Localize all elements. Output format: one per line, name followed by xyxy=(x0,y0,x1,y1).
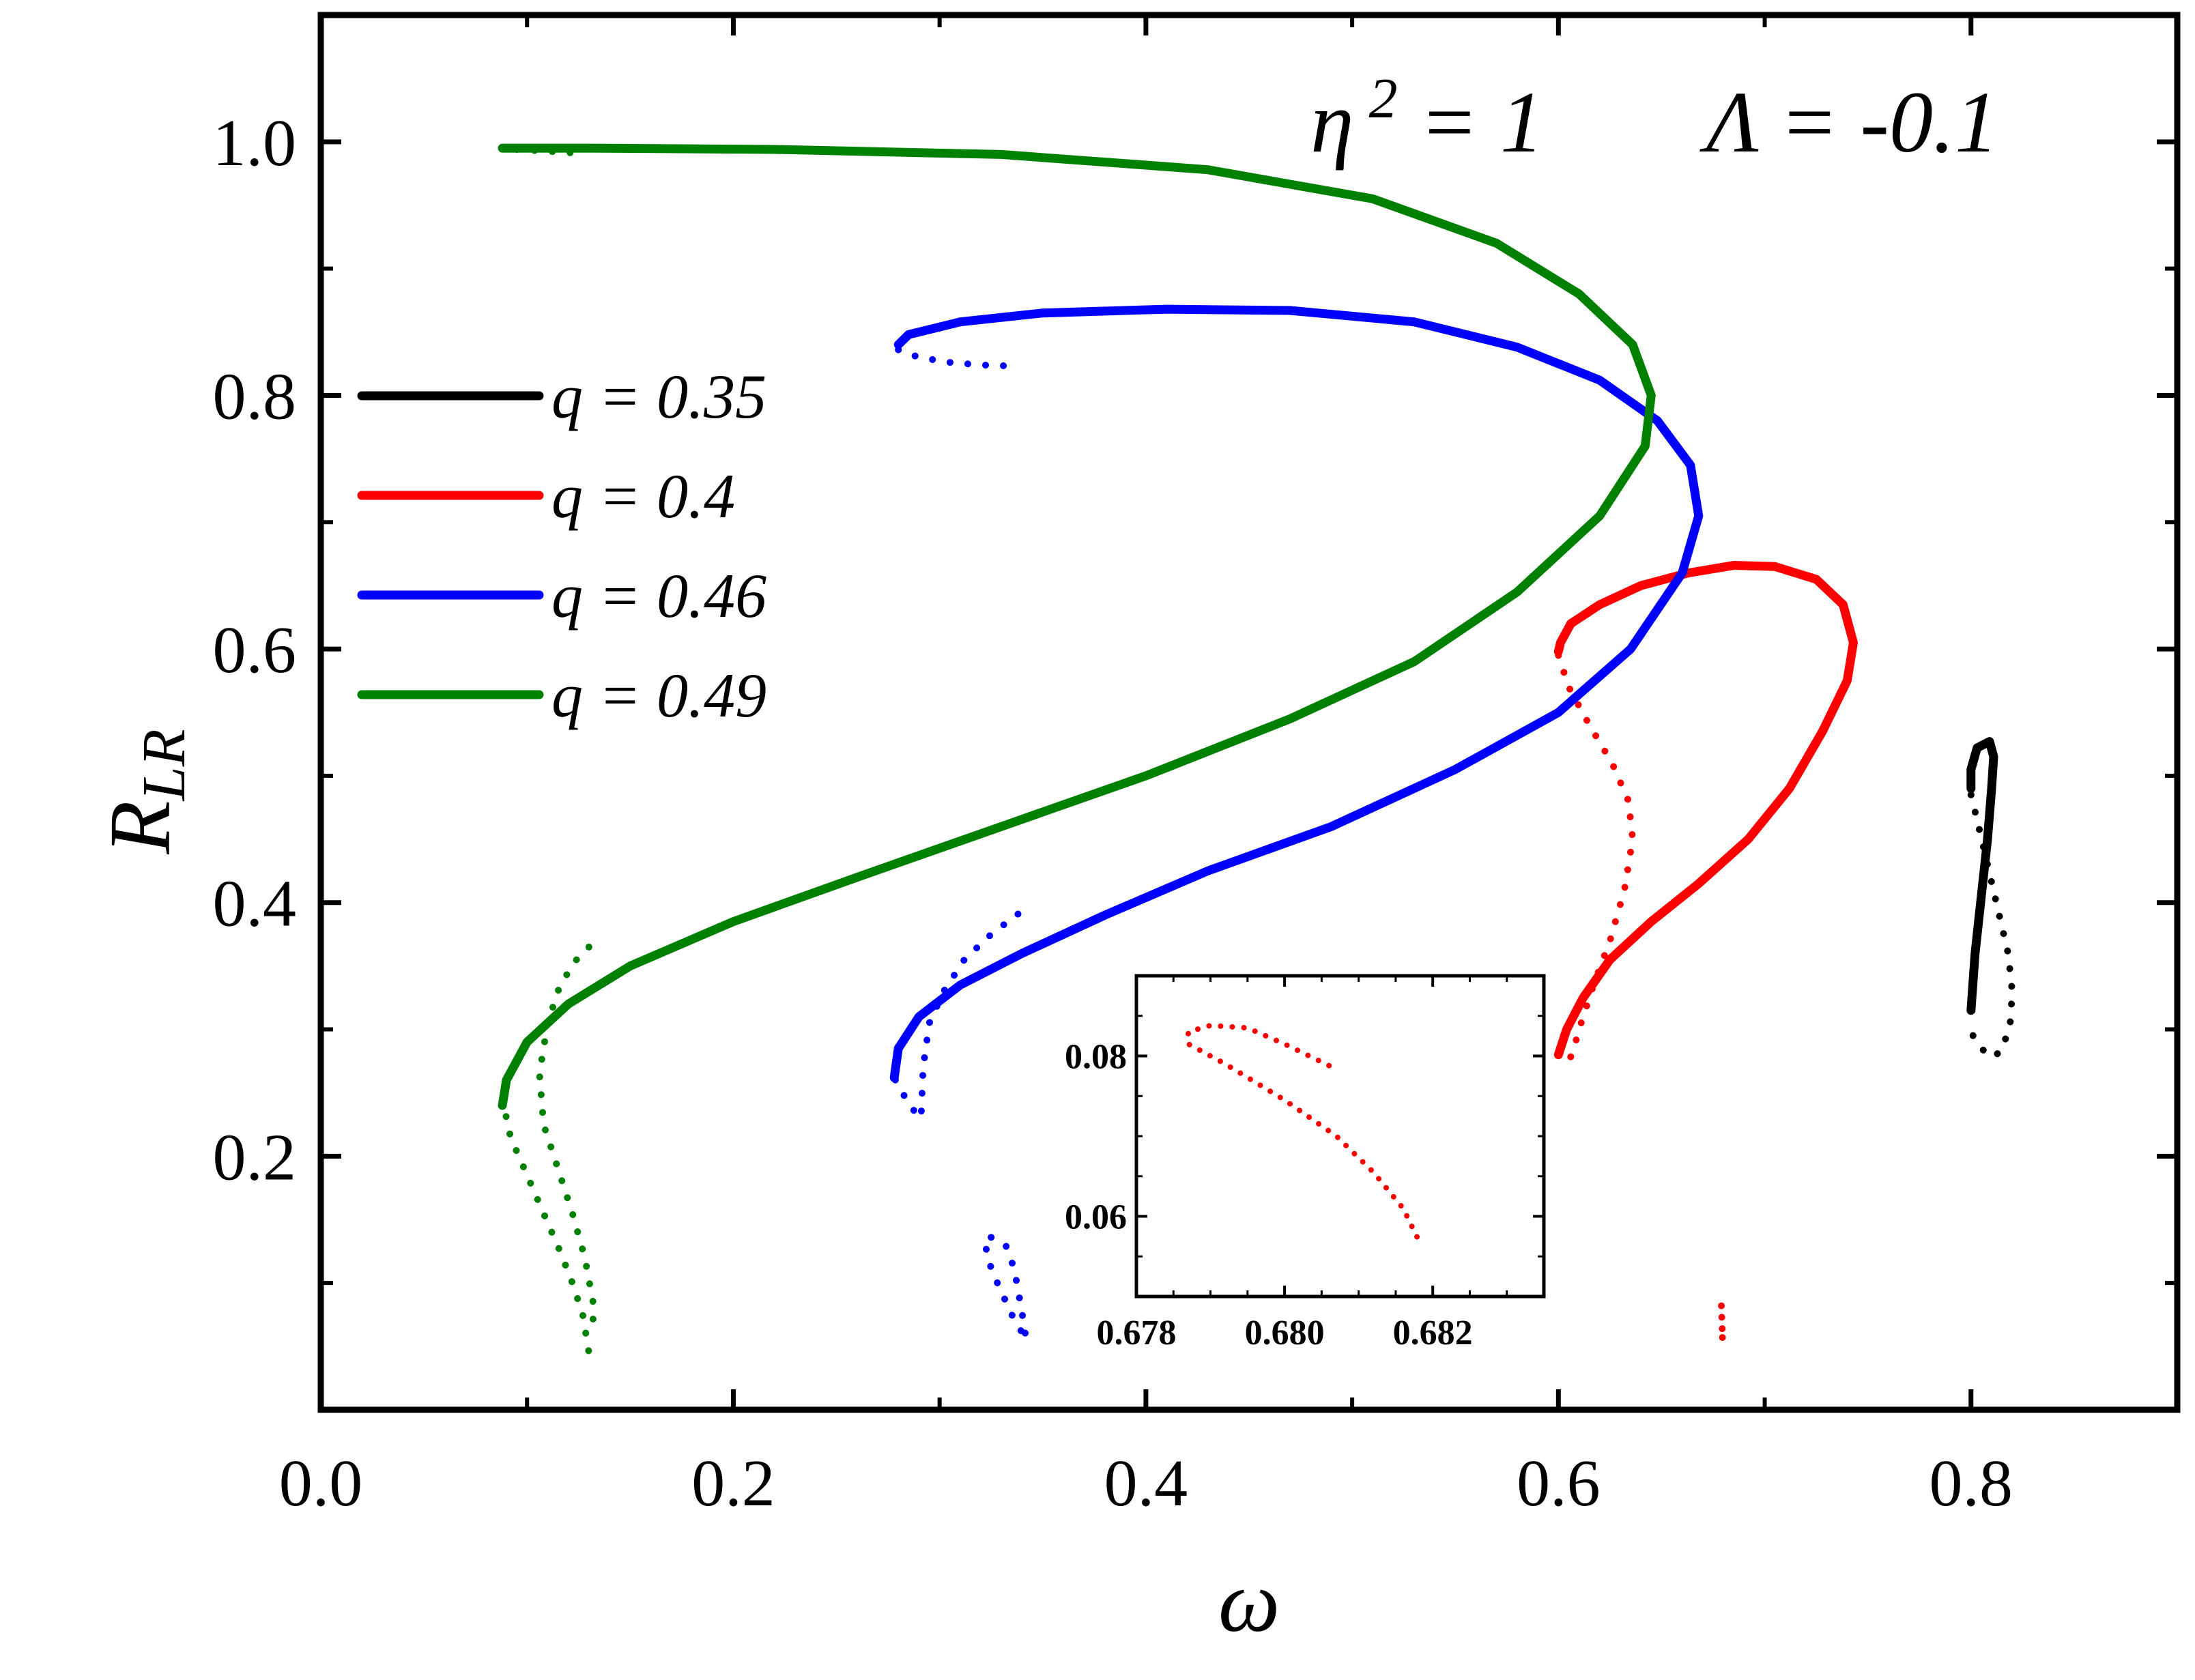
y-tick-label: 1.0 xyxy=(213,106,297,180)
y-tick-label: 0.2 xyxy=(213,1120,297,1194)
inset-y-tick-label: 0.08 xyxy=(1065,1038,1127,1077)
y-axis-title: RLR xyxy=(91,729,198,854)
y-axis-subscript: LR xyxy=(130,729,198,802)
inset-red-dotted-curve xyxy=(1186,1022,1421,1242)
x-tick-label: 0.2 xyxy=(691,1447,775,1520)
legend-label: q = 0.46 xyxy=(551,561,766,631)
series-4-dotted-line xyxy=(513,146,582,157)
legend-label: q = 0.4 xyxy=(551,461,735,531)
y-tick-label: 0.8 xyxy=(213,360,297,433)
series-4-solid-line xyxy=(498,143,1656,1110)
x-tick-label: 0.6 xyxy=(1517,1447,1601,1520)
red-mark-3 xyxy=(1719,1325,1726,1333)
main-plot-frame: 0.0 0.2 0.4 0.6 0.8 0.2 0.4 0.6 0.8 1.0 xyxy=(213,12,2181,1520)
inset-x-tick-label: 0.680 xyxy=(1245,1314,1325,1352)
y-tick-label: 0.6 xyxy=(213,613,297,687)
red-mark-2 xyxy=(1718,1314,1725,1321)
legend-label: q = 0.35 xyxy=(551,362,766,431)
series-3-dotted2-line xyxy=(891,910,1022,1127)
red-small-marks xyxy=(1718,1302,1726,1342)
inset-plot: 0.678 0.680 0.682 0.06 0.08 xyxy=(1065,974,1546,1352)
x-tick-label: 0.8 xyxy=(1929,1447,2013,1520)
legend: q = 0.35 q = 0.4 q = 0.46 q = 0.49 xyxy=(357,362,766,730)
y-tick-label: 0.4 xyxy=(213,867,297,941)
series-2-dotted-line xyxy=(1555,652,1637,1065)
series-2-solid-line xyxy=(1553,561,1858,1060)
red-mark-4 xyxy=(1719,1334,1726,1342)
series-3-solid-line xyxy=(889,304,1704,1082)
lambda-label: Λ = -0.1 xyxy=(1699,74,1998,171)
series-3-dotted3-line xyxy=(981,1234,1030,1342)
series-1 xyxy=(1966,737,2016,1062)
series-1-solid-line xyxy=(1966,737,1998,1015)
series-3 xyxy=(889,304,1704,1342)
legend-label: q = 0.49 xyxy=(551,661,766,730)
inset-y-tick-label: 0.06 xyxy=(1065,1198,1127,1237)
x-tick-label: 0.0 xyxy=(279,1447,363,1520)
main-plot-area xyxy=(498,143,2016,1357)
series-4-dotted3-line xyxy=(536,943,597,1331)
series-1-dotted-line xyxy=(1967,791,2016,1062)
x-axis-title: ω xyxy=(1218,1553,1280,1650)
series-4-dotted2-line xyxy=(499,1095,592,1357)
inset-x-tick-label: 0.678 xyxy=(1097,1314,1177,1352)
eta-exponent: 2 xyxy=(1369,67,1398,130)
red-mark-1 xyxy=(1718,1302,1725,1309)
series-3-dotted-line xyxy=(895,346,1022,370)
series-4 xyxy=(498,143,1656,1357)
x-tick-label: 0.4 xyxy=(1104,1447,1188,1520)
plot-border xyxy=(317,12,2181,1413)
series-2 xyxy=(1553,561,1858,1065)
inset-x-tick-label: 0.682 xyxy=(1393,1314,1473,1352)
